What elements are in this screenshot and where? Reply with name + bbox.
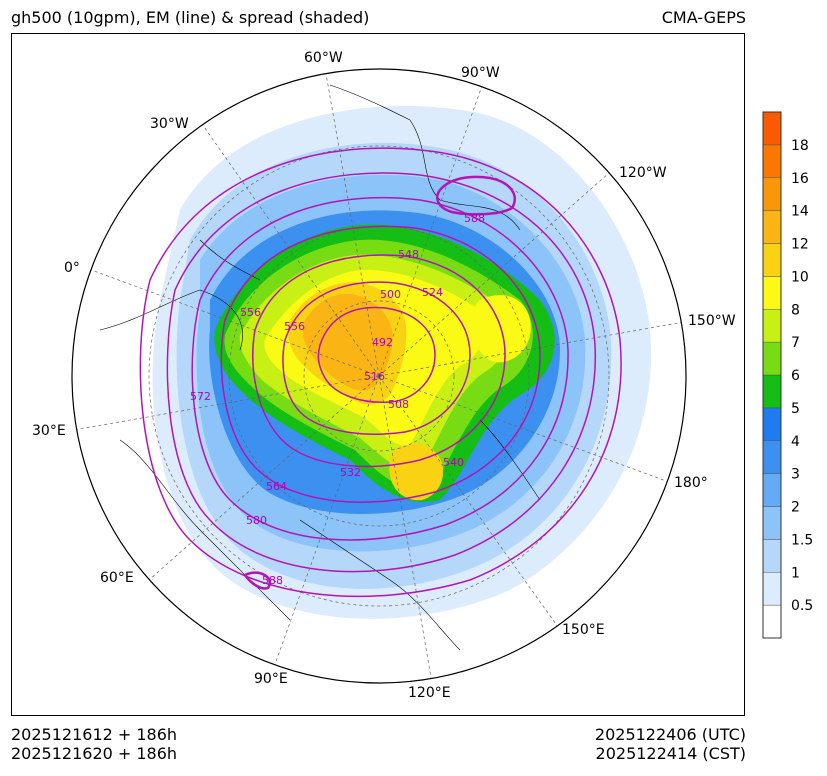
colorbar-tick-label: 6 bbox=[791, 368, 800, 384]
colorbar-swatch bbox=[762, 177, 782, 211]
colorbar-tick-label: 7 bbox=[791, 335, 800, 351]
colorbar-tick-label: 4 bbox=[791, 434, 800, 450]
contour-label: 492 bbox=[372, 336, 393, 349]
chart-title: gh500 (10gpm), EM (line) & spread (shade… bbox=[11, 8, 370, 27]
longitude-label: 30°W bbox=[150, 116, 189, 132]
colorbar-tick-label: 16 bbox=[791, 171, 809, 187]
longitude-label: 120°E bbox=[408, 685, 451, 701]
colorbar-tick-label: 2 bbox=[791, 500, 800, 516]
colorbar-swatch bbox=[762, 374, 782, 409]
longitude-label: 90°E bbox=[254, 671, 288, 687]
colorbar-frame bbox=[762, 111, 782, 639]
colorbar: 0.5 1 1.5 2 3 4 5 6 7 8 10 12 14 16 18 bbox=[762, 111, 813, 639]
colorbar-swatch bbox=[762, 572, 782, 606]
colorbar-tick-label: 14 bbox=[791, 204, 809, 220]
longitude-label: 30°E bbox=[32, 423, 66, 439]
colorbar-tick-label: 1 bbox=[791, 565, 800, 581]
colorbar-tick-label: 0.5 bbox=[791, 598, 813, 614]
colorbar-swatch bbox=[762, 111, 782, 146]
colorbar-swatch bbox=[762, 440, 782, 474]
contour-label: 500 bbox=[380, 288, 401, 301]
spread-shading bbox=[152, 105, 652, 619]
colorbar-tick-label: 1.5 bbox=[791, 532, 813, 548]
model-name: CMA-GEPS bbox=[661, 8, 746, 27]
contour-label: 588 bbox=[464, 212, 485, 225]
colorbar-swatch bbox=[762, 341, 782, 376]
contour-label: 556 bbox=[240, 306, 261, 319]
colorbar-swatch bbox=[762, 144, 782, 178]
mean-contours bbox=[139, 147, 622, 598]
colorbar-tick-label: 18 bbox=[791, 138, 809, 154]
map-boundary bbox=[71, 68, 687, 684]
colorbar-swatch bbox=[762, 604, 782, 639]
colorbar-tick-label: 3 bbox=[791, 467, 800, 483]
longitude-label: 60°E bbox=[100, 570, 134, 586]
valid-time-block: 2025122406 (UTC) 2025122414 (CST) bbox=[595, 725, 746, 763]
colorbar-swatch bbox=[762, 276, 782, 310]
init-time-utc: 2025121612 + 186h bbox=[11, 725, 178, 744]
colorbar-tick-label: 10 bbox=[791, 269, 809, 285]
longitude-label: 150°E bbox=[562, 622, 605, 638]
contour-label-group: 588 548 524 500 556 556 492 516 508 572 … bbox=[190, 212, 485, 587]
longitude-label: 0° bbox=[64, 260, 80, 276]
colorbar-swatch bbox=[762, 309, 782, 343]
longitude-label: 150°W bbox=[688, 313, 736, 329]
contour-label: 524 bbox=[422, 286, 443, 299]
init-time-block: 2025121612 + 186h 2025121620 + 186h bbox=[11, 725, 177, 763]
colorbar-swatch bbox=[762, 473, 782, 507]
longitude-label-group: 60°W 90°W 30°W 120°W 0° 150°W 30°E 180° … bbox=[32, 50, 736, 701]
colorbar-swatch bbox=[762, 506, 782, 540]
contour-label: 532 bbox=[340, 466, 361, 479]
coastlines bbox=[99, 84, 541, 651]
contour-label: 516 bbox=[364, 370, 385, 383]
colorbar-swatch bbox=[762, 243, 782, 277]
colorbar-swatch bbox=[762, 539, 782, 573]
contour-label: 580 bbox=[246, 514, 267, 527]
longitude-label: 60°W bbox=[304, 50, 343, 66]
contour-label: 540 bbox=[443, 456, 464, 469]
map-frame bbox=[11, 33, 745, 716]
contour-label: 548 bbox=[398, 248, 419, 261]
contour-label: 588 bbox=[262, 574, 283, 587]
init-time-cst: 2025121620 + 186h bbox=[11, 744, 178, 763]
graticule bbox=[73, 69, 685, 683]
contour-label: 556 bbox=[284, 320, 305, 333]
longitude-label: 180° bbox=[674, 475, 708, 491]
contour-label: 572 bbox=[190, 390, 211, 403]
longitude-label: 90°W bbox=[461, 65, 500, 81]
colorbar-swatch bbox=[762, 407, 782, 441]
colorbar-tick-label: 8 bbox=[791, 302, 800, 318]
valid-time-cst: 2025122414 (CST) bbox=[595, 744, 746, 763]
contour-label: 564 bbox=[266, 480, 287, 493]
colorbar-swatch bbox=[762, 210, 782, 244]
valid-time-utc: 2025122406 (UTC) bbox=[594, 725, 746, 744]
colorbar-tick-label: 5 bbox=[791, 401, 800, 417]
longitude-label: 120°W bbox=[619, 165, 667, 181]
colorbar-tick-label: 12 bbox=[791, 237, 809, 253]
contour-label: 508 bbox=[388, 398, 409, 411]
